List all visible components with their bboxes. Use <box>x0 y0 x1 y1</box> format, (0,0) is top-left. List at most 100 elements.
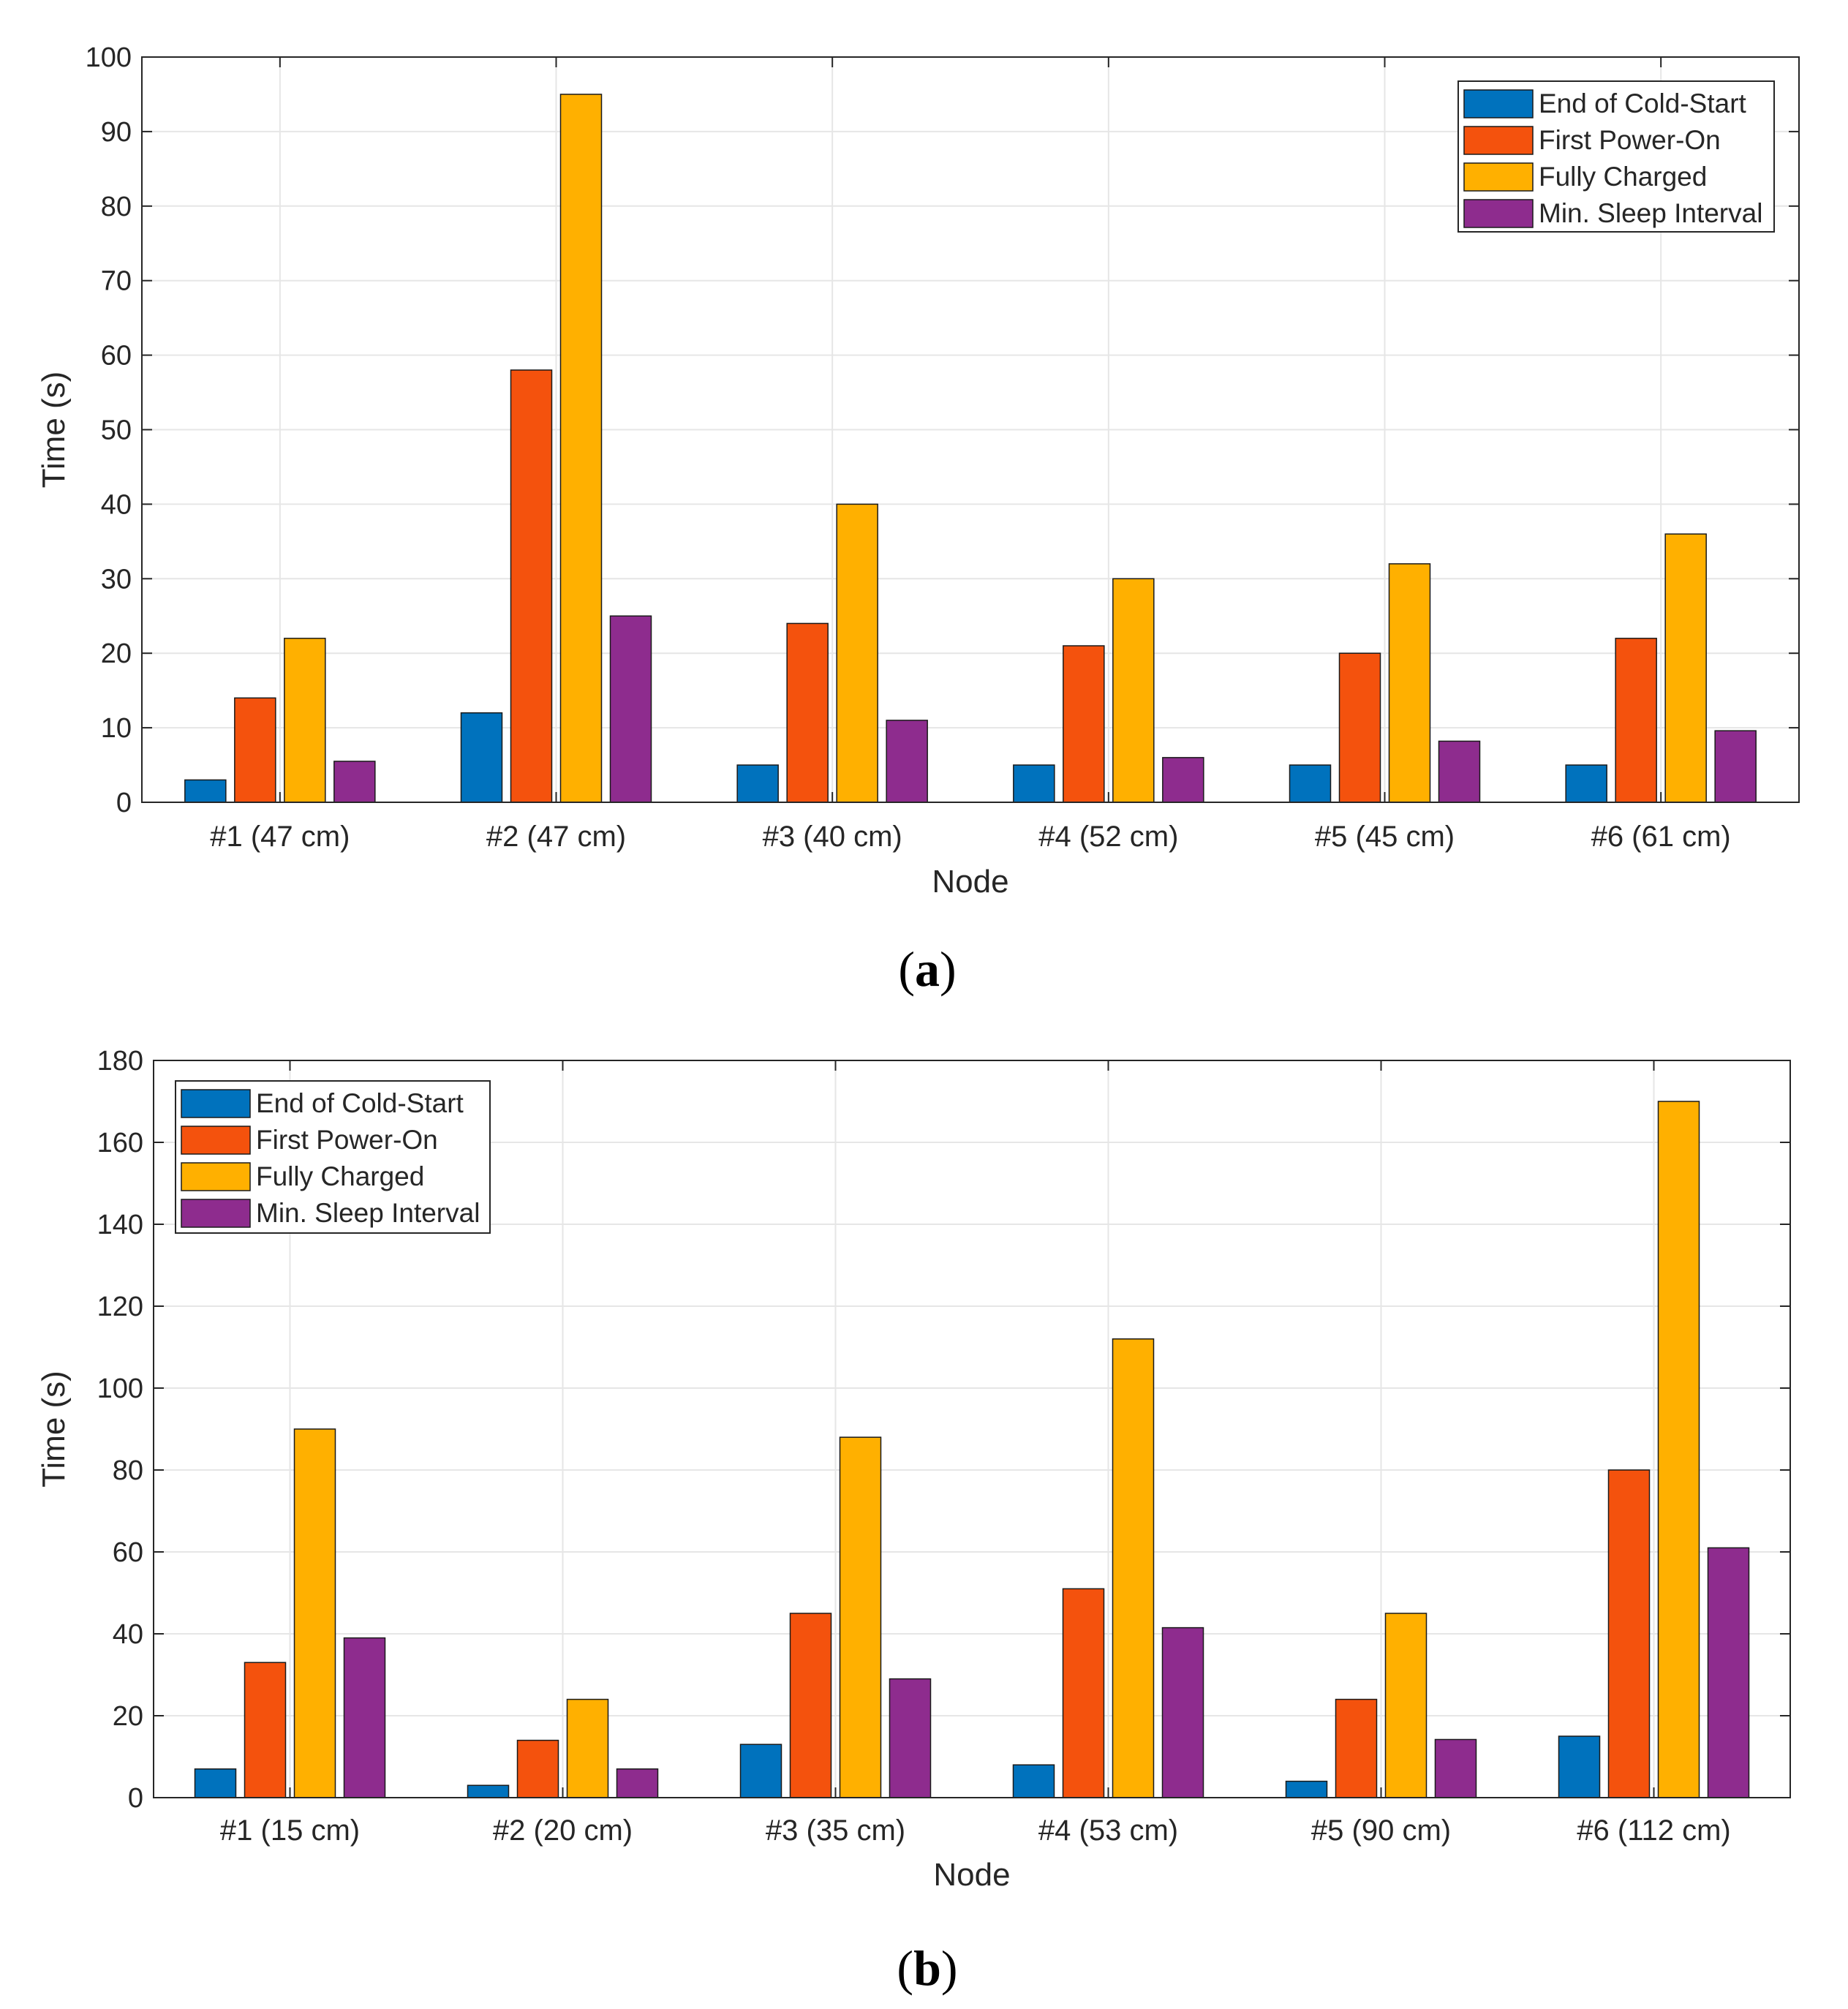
bar <box>1335 1698 1378 1798</box>
y-tick-label: 60 <box>101 341 132 372</box>
bar <box>1013 764 1055 803</box>
bar <box>293 1428 336 1798</box>
bar <box>786 622 829 803</box>
bar <box>516 1739 559 1798</box>
bar <box>1434 1738 1477 1798</box>
bar <box>1161 1627 1204 1798</box>
bar <box>886 720 928 803</box>
bar <box>1657 1101 1700 1798</box>
bar <box>609 615 652 803</box>
bar <box>510 369 553 803</box>
bar <box>1063 645 1105 803</box>
bar <box>460 712 503 803</box>
x-axis-label: Node <box>933 1857 1010 1893</box>
legend-label: Fully Charged <box>1539 162 1707 192</box>
x-tick-label: #1 (47 cm) <box>210 821 350 853</box>
bar <box>284 638 326 803</box>
chart-b: 0 20 40 60 80 100 120 140 160 180 #1 (15 cm) #2 (20… <box>36 1046 1791 1996</box>
y-tick-label: 80 <box>101 192 132 222</box>
x-tick-label: #2 (20 cm) <box>493 1814 633 1847</box>
bar <box>1558 1735 1601 1798</box>
legend-label: End of Cold-Start <box>256 1088 464 1118</box>
panel-caption: (b) <box>897 1940 957 1996</box>
legend-swatch <box>1463 162 1534 192</box>
axes-box <box>153 1060 1791 1798</box>
legend-label: First Power-On <box>256 1125 438 1155</box>
legend-swatch <box>1463 126 1534 155</box>
bar <box>616 1768 659 1798</box>
legend-label: Min. Sleep Interval <box>256 1198 480 1228</box>
caption-close-paren: ) <box>940 941 957 997</box>
bar <box>1338 652 1381 803</box>
x-tick-label: #3 (35 cm) <box>766 1814 905 1847</box>
bar <box>1289 764 1332 803</box>
x-tick-label: #4 (53 cm) <box>1038 1814 1178 1847</box>
caption-open-paren: ( <box>898 941 915 997</box>
bar <box>333 761 376 803</box>
chart-a: 0 10 20 30 40 50 60 70 80 90 100 #1 (47 cm) #2 (47 c… <box>36 42 1800 997</box>
bar <box>1707 1547 1750 1798</box>
legend-swatch <box>1463 199 1534 228</box>
bar <box>839 1436 882 1798</box>
legend-swatch <box>181 1162 251 1191</box>
y-tick-label: 10 <box>101 713 132 744</box>
bar <box>1438 740 1481 803</box>
x-tick-label: #4 (52 cm) <box>1038 821 1178 853</box>
legend-swatch <box>1463 89 1534 118</box>
y-tick-label: 30 <box>101 564 132 595</box>
legend: End of Cold-Start First Power-On Fully Cha… <box>175 1080 491 1234</box>
y-tick-label: 100 <box>86 42 132 73</box>
bar <box>559 94 603 803</box>
bar <box>836 503 878 803</box>
y-tick-label: 0 <box>128 1783 143 1814</box>
y-tick-label: 120 <box>97 1292 143 1322</box>
legend-swatch <box>181 1089 251 1118</box>
bar <box>739 1744 782 1798</box>
bar <box>1615 638 1657 803</box>
legend-label: Min. Sleep Interval <box>1539 198 1762 228</box>
x-tick-label: #6 (61 cm) <box>1591 821 1731 853</box>
x-tick-label: #2 (47 cm) <box>486 821 626 853</box>
y-tick-label: 60 <box>113 1537 143 1568</box>
bar <box>467 1784 510 1798</box>
x-tick-label: #5 (90 cm) <box>1311 1814 1451 1847</box>
bar <box>889 1678 932 1798</box>
caption-open-paren: ( <box>897 1940 913 1996</box>
y-tick-label: 40 <box>113 1619 143 1650</box>
bar <box>234 697 276 803</box>
x-tick-label: #1 (15 cm) <box>220 1814 360 1847</box>
y-tick-label: 80 <box>113 1455 143 1486</box>
caption-letter: a <box>915 941 940 997</box>
x-axis-label: Node <box>932 864 1008 900</box>
y-tick-label: 50 <box>101 415 132 446</box>
bar <box>1162 757 1204 803</box>
y-tick-label: 0 <box>116 788 132 818</box>
bar <box>1664 533 1707 803</box>
y-axis-label: Time (s) <box>36 372 72 489</box>
y-tick-label: 100 <box>97 1373 143 1404</box>
bar <box>1012 1764 1055 1798</box>
legend-swatch <box>181 1199 251 1228</box>
y-tick-label: 160 <box>97 1128 143 1158</box>
bar <box>184 779 227 803</box>
y-tick-label: 20 <box>101 638 132 669</box>
bar <box>194 1768 237 1798</box>
bar <box>566 1698 609 1798</box>
y-tick-label: 90 <box>101 117 132 148</box>
legend-swatch <box>181 1126 251 1155</box>
x-tick-label: #5 (45 cm) <box>1315 821 1455 853</box>
bar <box>1384 1613 1428 1798</box>
bar <box>736 764 779 803</box>
bar <box>1388 563 1431 803</box>
caption-letter: b <box>913 1940 941 1996</box>
x-tick-label: #3 (40 cm) <box>763 821 902 853</box>
legend-label: Fully Charged <box>256 1161 424 1191</box>
y-tick-label: 40 <box>101 489 132 520</box>
legend-label: First Power-On <box>1539 125 1721 155</box>
bar <box>789 1613 832 1798</box>
y-tick-label: 180 <box>97 1046 143 1077</box>
y-axis-label: Time (s) <box>36 1371 72 1488</box>
bar <box>1565 764 1607 803</box>
bar <box>1112 1338 1155 1798</box>
